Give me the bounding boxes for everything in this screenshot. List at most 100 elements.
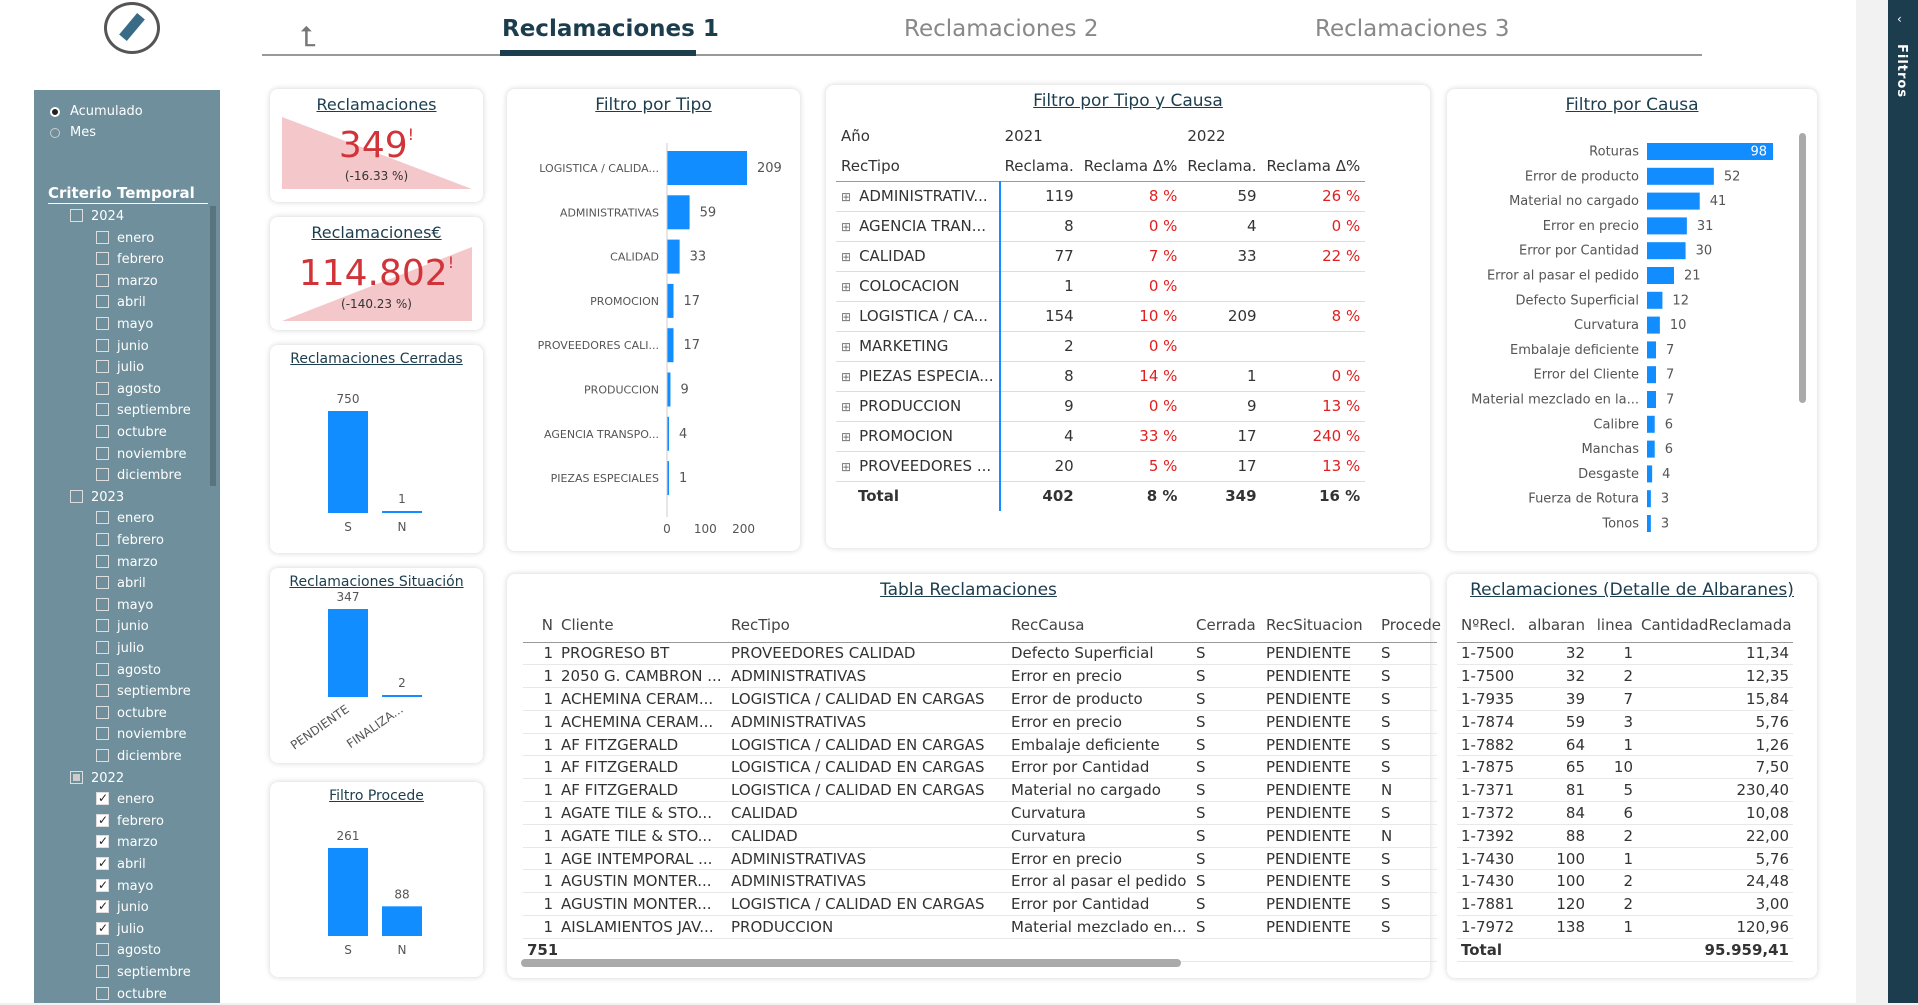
checkbox-icon[interactable]	[96, 360, 109, 374]
checkbox-icon[interactable]	[96, 317, 109, 330]
column-header[interactable]: CantidadReclamada	[1641, 615, 1792, 634]
checkbox-icon[interactable]	[96, 338, 109, 352]
back-arrow-icon[interactable]: ⮤	[300, 20, 317, 53]
table-row[interactable]: 1-7875 65 10 7,50	[1457, 755, 1793, 780]
col-header[interactable]: Reclama.	[1187, 156, 1257, 175]
month-item[interactable]: julio	[96, 638, 144, 659]
rectipo-cell[interactable]: ⊞ PROVEEDORES ...	[836, 451, 1001, 481]
rectipo-cell[interactable]: ⊞ ADMINISTRATIV...	[836, 181, 1001, 211]
table-h-scrollbar[interactable]	[521, 959, 1181, 967]
month-item[interactable]: julio	[96, 918, 144, 940]
table-row[interactable]: 1 AF FITZGERALD LOGISTICA / CALIDAD EN CAR…	[523, 733, 1437, 757]
table-row[interactable]: 1-7430 100 1 5,76	[1457, 847, 1793, 871]
checkbox-icon[interactable]	[96, 252, 109, 266]
month-item[interactable]: octubre	[96, 703, 167, 724]
checkbox-icon[interactable]	[96, 705, 109, 719]
month-item[interactable]: marzo	[96, 271, 158, 292]
checkbox-icon[interactable]	[96, 295, 109, 309]
month-item[interactable]: febrero	[96, 810, 164, 832]
table-row[interactable]: 1-7882 64 1 1,26	[1457, 733, 1793, 757]
causa-scrollbar[interactable]	[1799, 133, 1806, 403]
year-item[interactable]: 2023	[70, 487, 124, 508]
month-item[interactable]: enero	[96, 788, 154, 810]
checkbox-icon[interactable]	[96, 727, 109, 741]
checkbox-icon[interactable]	[96, 986, 109, 1000]
month-item[interactable]: abril	[96, 853, 146, 875]
table-row[interactable]: 1 2050 G. CAMBRON ... ADMINISTRATIVAS Error…	[523, 664, 1437, 689]
table-row[interactable]: 1 AGATE TILE & STO... CALIDAD Curvatura S PEN…	[523, 801, 1437, 825]
matrix-row[interactable]: ⊞ PROMOCION 4 33 % 17 240 %	[836, 421, 1366, 451]
matrix-row[interactable]: ⊞ MARKETING 2 0 %	[836, 331, 1366, 361]
expand-icon[interactable]: ⊞	[841, 400, 852, 414]
expand-icon[interactable]: ⊞	[841, 460, 852, 474]
year-item[interactable]: 2022	[70, 768, 124, 789]
matrix-row[interactable]: ⊞ PRODUCCION 9 0 % 9 13 %	[836, 391, 1366, 421]
month-item[interactable]: junio	[96, 616, 149, 637]
checkbox-icon[interactable]	[96, 749, 109, 762]
rectipo-cell[interactable]: ⊞ PRODUCCION	[836, 391, 1001, 421]
month-item[interactable]: septiembre	[96, 400, 191, 421]
checkbox-icon[interactable]	[70, 489, 83, 503]
month-item[interactable]: abril	[96, 573, 146, 594]
table-row[interactable]: 1 ACHEMINA CERAM... LOGISTICA / CALIDAD EN…	[523, 687, 1437, 711]
month-item[interactable]: noviembre	[96, 444, 186, 465]
checkbox-icon[interactable]	[70, 770, 83, 784]
month-item[interactable]: enero	[96, 228, 154, 249]
checkbox-icon[interactable]	[96, 597, 109, 611]
rectipo-cell[interactable]: ⊞ CALIDAD	[836, 241, 1001, 271]
month-item[interactable]: mayo	[96, 875, 153, 897]
rectipo-cell[interactable]: ⊞ AGENCIA TRAN...	[836, 211, 1001, 241]
month-item[interactable]: julio	[96, 357, 144, 378]
month-item[interactable]: octubre	[96, 984, 167, 1005]
checkbox-icon[interactable]	[96, 875, 109, 896]
checkbox-icon[interactable]	[96, 403, 109, 417]
table-row[interactable]: 1 AF FITZGERALD LOGISTICA / CALIDAD EN CAR…	[523, 755, 1437, 780]
checkbox-icon[interactable]	[96, 576, 109, 590]
column-header[interactable]: RecSituacion	[1266, 615, 1363, 634]
column-header[interactable]: N	[541, 615, 553, 634]
month-item[interactable]: junio	[96, 896, 149, 918]
matrix-row[interactable]: ⊞ PIEZAS ESPECIA... 8 14 % 1 0 %	[836, 361, 1366, 391]
expand-icon[interactable]: ⊞	[841, 370, 852, 384]
column-header[interactable]: RecTipo	[731, 615, 790, 634]
month-item[interactable]: noviembre	[96, 724, 186, 745]
month-item[interactable]: diciembre	[96, 465, 182, 486]
matrix-row[interactable]: ⊞ COLOCACION 1 0 %	[836, 271, 1366, 301]
month-item[interactable]: junio	[96, 336, 149, 357]
table-row[interactable]: 1-7392 88 2 22,00	[1457, 824, 1793, 848]
checkbox-icon[interactable]	[96, 641, 109, 654]
table-row[interactable]: 1-7881 120 2 3,00	[1457, 892, 1793, 917]
expand-icon[interactable]: ⊞	[841, 340, 852, 354]
month-item[interactable]: marzo	[96, 552, 158, 573]
checkbox-icon[interactable]	[96, 831, 109, 852]
rectipo-cell[interactable]: ⊞ COLOCACION	[836, 271, 1001, 301]
table-row[interactable]: 1 AGATE TILE & STO... CALIDAD Curvatura S PEN…	[523, 824, 1437, 848]
checkbox-icon[interactable]	[70, 209, 83, 222]
matrix-row[interactable]: ⊞ CALIDAD 77 7 % 33 22 %	[836, 241, 1366, 271]
month-item[interactable]: abril	[96, 292, 146, 313]
month-item[interactable]: enero	[96, 508, 154, 529]
col-header[interactable]: Reclama Δ%	[1266, 156, 1361, 175]
checkbox-icon[interactable]	[96, 273, 109, 287]
table-row[interactable]: 1-7500 32 2 12,35	[1457, 664, 1793, 689]
checkbox-icon[interactable]	[96, 533, 109, 546]
month-item[interactable]: mayo	[96, 595, 153, 616]
matrix-row[interactable]: ⊞ PROVEEDORES ... 20 5 % 17 13 %	[836, 451, 1366, 481]
checkbox-icon[interactable]	[96, 425, 109, 438]
checkbox-icon[interactable]	[96, 810, 109, 831]
expand-icon[interactable]: ⊞	[841, 310, 852, 324]
tree-scrollbar[interactable]	[210, 206, 216, 486]
rectipo-cell[interactable]: ⊞ PIEZAS ESPECIA...	[836, 361, 1001, 391]
col-header[interactable]: Reclama Δ%	[1083, 156, 1178, 175]
checkbox-icon[interactable]	[96, 788, 109, 809]
tab-reclamaciones-2[interactable]: Reclamaciones 2	[904, 16, 1099, 42]
radio-acumulado[interactable]: Acumulado	[50, 104, 143, 119]
column-header[interactable]: NºRecl.	[1461, 615, 1516, 634]
checkbox-icon[interactable]	[96, 230, 109, 244]
checkbox-icon[interactable]	[96, 619, 109, 633]
column-header[interactable]: linea	[1596, 615, 1633, 634]
checkbox-icon[interactable]	[96, 918, 109, 939]
rectipo-cell[interactable]: ⊞ LOGISTICA / CA...	[836, 301, 1001, 331]
expand-icon[interactable]: ⊞	[841, 220, 852, 234]
checkbox-icon[interactable]	[96, 446, 109, 460]
